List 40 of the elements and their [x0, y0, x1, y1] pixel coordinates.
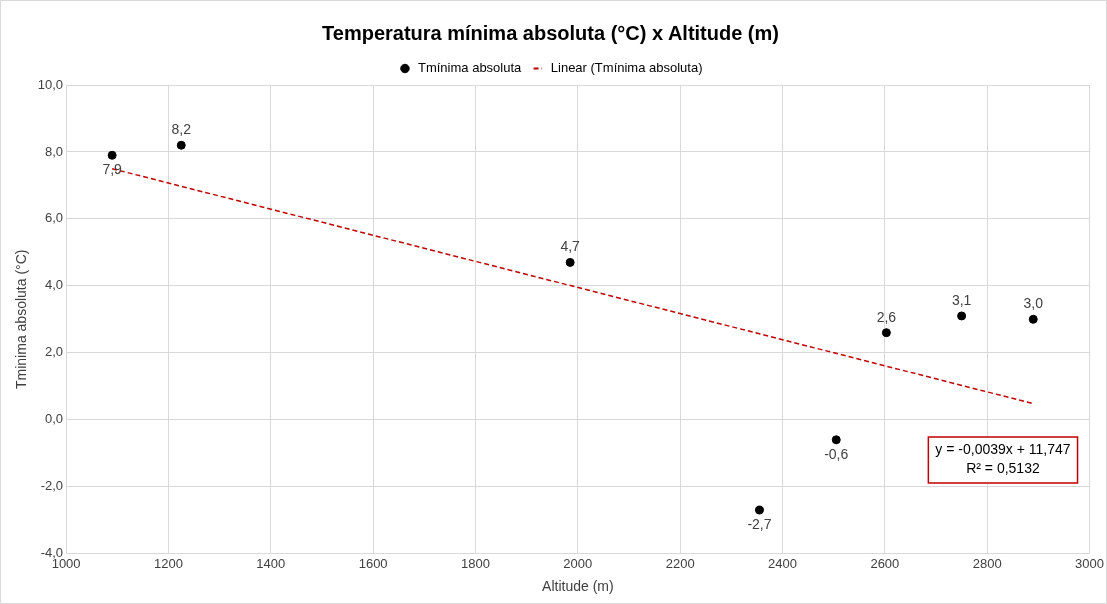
annotation: y = -0,0039x + 11,747 — [935, 441, 1071, 458]
x-tick-label: 2800 — [972, 555, 1002, 571]
data-label: 4,7 — [560, 238, 581, 255]
x-tick-label: 2000 — [563, 555, 593, 571]
point — [881, 328, 891, 338]
point — [1028, 314, 1038, 324]
data-label: 8,2 — [171, 121, 192, 138]
data-label: 3,0 — [1023, 295, 1044, 312]
point — [176, 140, 186, 150]
x-tick-label: 1400 — [256, 555, 286, 571]
x-tick-label: 2400 — [768, 555, 797, 571]
annotation: R² = 0,5132 — [966, 460, 1040, 477]
y-tick-label: 6,0 — [45, 210, 64, 226]
x-axis-title: Altitude (m) — [542, 578, 614, 595]
x-tick-label: 2600 — [870, 555, 900, 571]
legend-label: Tmínima absoluta — [417, 60, 523, 76]
chart-title: Temperatura mínima absoluta (°C) x Altitude (m) — [322, 21, 779, 44]
y-tick-label: 10,0 — [37, 76, 64, 92]
y-tick-label: 4,0 — [45, 277, 64, 293]
x-tick-label: 3000 — [1075, 555, 1104, 571]
y-tick-label: 0,0 — [45, 411, 64, 427]
point — [565, 257, 575, 267]
y-tick-label: 2,0 — [45, 344, 64, 360]
x-tick-label: 2200 — [665, 555, 695, 571]
data-label: -0,6 — [824, 445, 849, 462]
x-tick-label: 1800 — [461, 555, 490, 571]
data-label: 2,6 — [876, 308, 897, 325]
data-label: 3,1 — [951, 291, 972, 308]
point — [107, 150, 117, 160]
data-label: 7,9 — [102, 161, 123, 178]
point — [831, 435, 841, 445]
data-label: -2,7 — [747, 515, 772, 532]
x-tick-label: 1600 — [358, 555, 388, 571]
x-tick-label: 1200 — [153, 555, 183, 571]
point — [957, 311, 967, 321]
legend-label: Linear (Tmínima absoluta) — [550, 60, 703, 76]
point — [754, 505, 764, 515]
y-axis-title: Tminima absoluta (°C) — [13, 249, 30, 390]
y-tick-label: -2,0 — [40, 478, 64, 494]
y-tick-label: 8,0 — [45, 143, 64, 159]
